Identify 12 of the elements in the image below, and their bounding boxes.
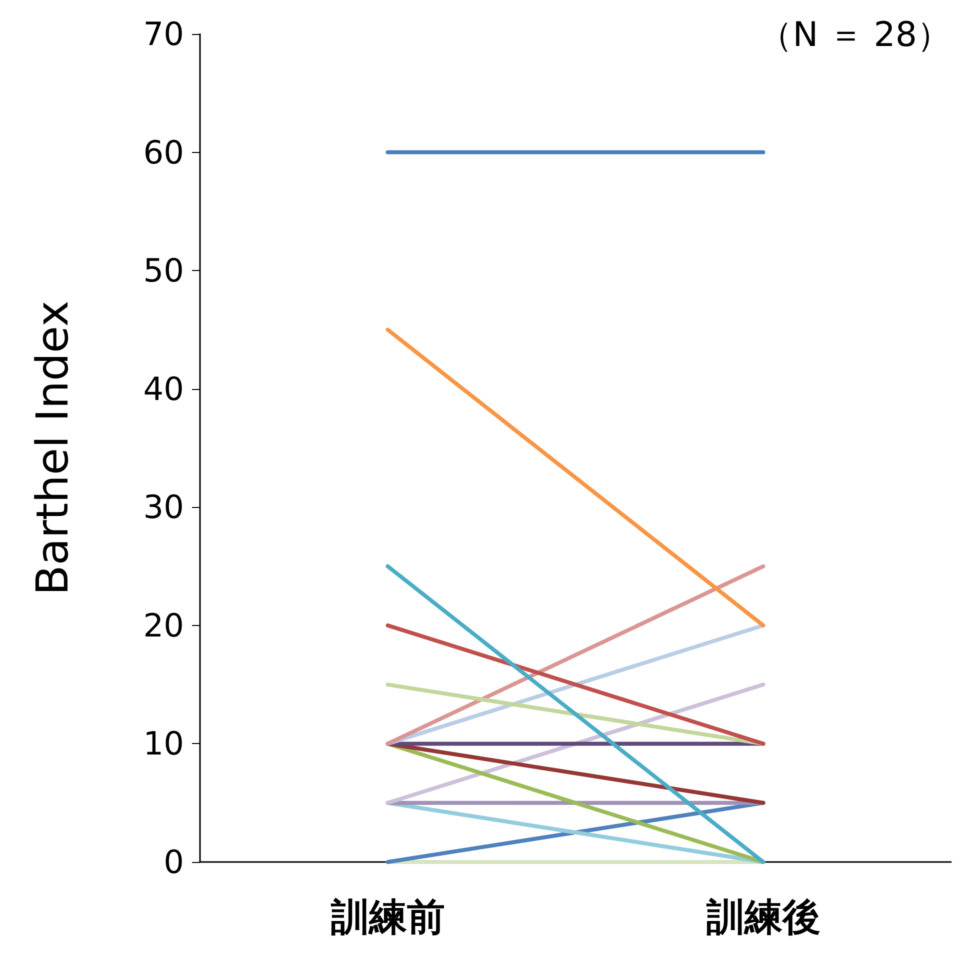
y-tick-label: 40 (143, 370, 184, 408)
annotation: （N ＝ 28） (758, 15, 951, 55)
y-tick-label: 30 (143, 488, 184, 526)
y-tick-label: 50 (143, 252, 184, 290)
y-tick-label: 0 (164, 843, 184, 881)
y-axis-title: Barthel Index (28, 300, 78, 596)
x-tick-label: 訓練前 (330, 895, 445, 939)
y-tick-label: 10 (143, 724, 184, 763)
y-tick-label: 60 (143, 133, 184, 172)
y-tick-label: 70 (143, 15, 184, 53)
y-tick-label: 20 (143, 606, 184, 644)
x-tick-label: 訓練後 (705, 895, 820, 939)
